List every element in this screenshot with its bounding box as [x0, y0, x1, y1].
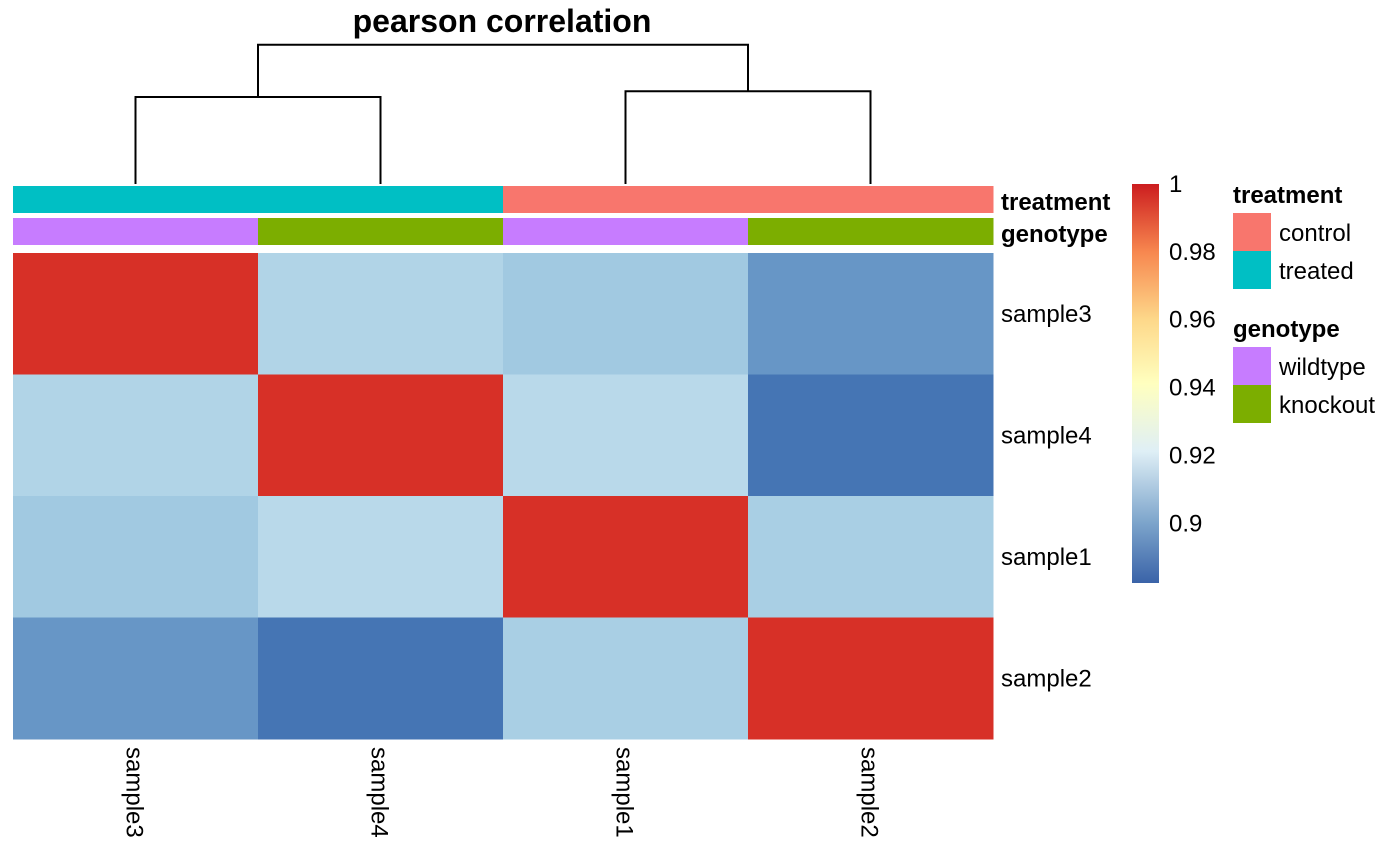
column-label: sample1	[611, 747, 638, 838]
column-label: sample3	[121, 747, 148, 838]
heatmap-cell	[258, 374, 504, 497]
annotation-cell	[13, 186, 259, 213]
colorbar-gradient	[1132, 184, 1159, 583]
heatmap-cell	[748, 253, 994, 375]
heatmap-cell	[258, 496, 504, 618]
annotation-cell	[503, 186, 749, 213]
annotation-tracks: treatment genotype	[13, 186, 1110, 248]
row-labels: sample3 sample4 sample1 sample2	[1001, 301, 1092, 693]
heatmap-cell	[503, 253, 749, 375]
annotation-label: treatment	[1001, 189, 1110, 216]
colorbar: 1 0.98 0.96 0.94 0.92 0.9	[1132, 171, 1216, 583]
column-label: sample2	[856, 747, 883, 838]
row-label: sample3	[1001, 301, 1092, 328]
annotation-label: genotype	[1001, 221, 1108, 248]
column-label: sample4	[366, 747, 393, 838]
legend-swatch	[1233, 251, 1271, 289]
legend-item-label: control	[1279, 220, 1351, 247]
dendrogram-branch	[134, 96, 382, 184]
colorbar-tick-label: 0.98	[1169, 239, 1216, 266]
row-label: sample1	[1001, 544, 1092, 571]
colorbar-tick-label: 0.92	[1169, 442, 1216, 469]
legend-item-label: wildtype	[1278, 354, 1366, 381]
legend-title: genotype	[1233, 316, 1340, 343]
legend-swatch	[1233, 213, 1271, 251]
row-label: sample4	[1001, 422, 1092, 449]
dendrogram-branch	[624, 90, 872, 184]
heatmap-cell	[748, 617, 994, 740]
chart-title: pearson correlation	[353, 3, 652, 39]
annotation-cell	[258, 218, 504, 245]
annotation-cell	[13, 218, 259, 245]
colorbar-tick-label: 0.9	[1169, 510, 1202, 537]
heatmap-cell	[13, 496, 259, 618]
column-dendrogram	[134, 43, 872, 184]
colorbar-tick-label: 0.96	[1169, 307, 1216, 334]
legend-item-label: knockout	[1279, 392, 1375, 419]
annotation-cell	[258, 186, 504, 213]
colorbar-tick-label: 0.94	[1169, 375, 1216, 402]
heatmap-cell	[258, 253, 504, 375]
colorbar-tick-label: 1	[1169, 171, 1182, 198]
legend-swatch	[1233, 385, 1271, 423]
dendrogram-branch	[257, 43, 749, 97]
heatmap-cell	[748, 374, 994, 497]
heatmap-cell	[748, 496, 994, 618]
heatmap-cell	[13, 374, 259, 497]
row-label: sample2	[1001, 665, 1092, 692]
column-labels: sample3 sample4 sample1 sample2	[121, 747, 883, 838]
heatmap-cell	[13, 253, 259, 375]
heatmap-cell	[503, 374, 749, 497]
annotation-legends: treatment control treated genotype wildtype k…	[1233, 182, 1375, 423]
legend-item-label: treated	[1279, 258, 1354, 285]
legend-title: treatment	[1233, 182, 1342, 209]
legend-swatch	[1233, 347, 1271, 385]
heatmap-cell	[258, 617, 504, 740]
heatmap-cell	[13, 617, 259, 740]
heatmap-cell	[503, 496, 749, 618]
heatmap-cell	[503, 617, 749, 740]
annotation-cell	[748, 186, 994, 213]
annotation-cell	[503, 218, 749, 245]
heatmap-cells	[13, 253, 994, 740]
annotation-cell	[748, 218, 994, 245]
